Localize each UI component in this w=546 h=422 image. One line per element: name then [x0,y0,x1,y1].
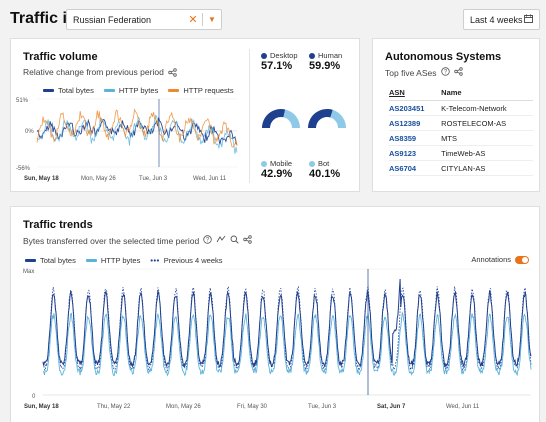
series-line-http-bytes [42,311,532,377]
asn-link[interactable]: AS8359 [389,130,442,146]
stat-human: Human 59.9% [309,51,343,72]
asn-subtitle: Top five ASes [385,67,437,78]
traffic-volume-card: Traffic volume Relative change from prev… [10,38,360,192]
annotations-toggle[interactable]: Annotations [471,255,529,264]
traffic-trends-subtitle-row: Bytes transferred over the selected time… [23,235,252,246]
traffic-volume-chart[interactable]: 51% 0% -56% Sun, May 18 Mon, May 26 Tue,… [11,95,243,193]
donut-slice-secondary [330,109,346,128]
share-icon[interactable] [168,67,177,77]
autonomous-systems-card: Autonomous Systems Top five ASes ? ASN N… [372,38,540,192]
stat-mobile-value: 42.9% [261,168,293,180]
x-tick-label: Sun, May 18 [24,176,59,182]
x-tick-label: Mon, May 26 [166,404,201,410]
table-row: AS203451 K-Telecom-Network [389,100,533,116]
x-tick-label: Tue, Jun 3 [139,176,168,182]
desktop-mobile-donut [262,109,300,128]
compare-icon[interactable] [216,235,226,246]
series-line-total-bytes [42,278,532,369]
legend-item-total-bytes[interactable]: Total bytes [43,86,94,95]
donut-slice-primary [308,109,333,128]
calendar-icon [524,14,533,25]
asn-link[interactable]: AS203451 [389,100,442,116]
legend-item-http-bytes[interactable]: HTTP bytes [103,86,158,95]
stat-desktop-value: 57.1% [261,60,293,72]
asn-column-header[interactable]: ASN [389,86,442,101]
traffic-trends-subtitle: Bytes transferred over the selected time… [23,235,200,246]
country-select[interactable]: Russian Federation ✕ ▼ [66,9,222,30]
asn-link[interactable]: AS9123 [389,145,442,161]
country-select-value: Russian Federation [73,14,152,25]
x-tick-label: Tue, Jun 3 [308,404,337,410]
select-divider [202,13,203,26]
x-tick-label: Wed, Jun 11 [446,404,480,410]
x-tick-label: Sun, May 18 [24,404,59,410]
stat-bot: Bot 40.1% [309,159,341,180]
asn-title: Autonomous Systems [385,51,502,63]
table-row: AS12389 ROSTELECOM-AS [389,115,533,131]
series-line-http-bytes [36,114,238,154]
y-tick-label: 0% [25,129,34,135]
table-row: AS9123 TimeWeb-AS [389,145,533,161]
y-tick-label: -56% [16,166,31,172]
traffic-volume-subtitle: Relative change from previous period [23,67,164,77]
help-icon[interactable]: ? [203,235,212,246]
annotations-switch[interactable] [515,255,529,264]
x-tick-label: Wed, Jun 11 [193,176,227,182]
zoom-icon[interactable] [230,235,239,246]
legend-item-http-bytes[interactable]: HTTP bytes [85,256,140,265]
svg-text:?: ? [206,238,210,244]
stat-mobile: Mobile 42.9% [261,159,293,180]
stat-desktop: Desktop 57.1% [261,51,298,72]
annotations-label: Annotations [471,255,511,264]
y-tick-label: 0 [32,394,36,400]
asn-table: ASN Name AS203451 K-Telecom-Network AS123… [389,86,533,176]
x-tick-label: Fri, May 30 [237,404,268,410]
x-tick-label: Sat, Jun 7 [377,404,406,410]
y-tick-label: Max [23,269,34,275]
asn-name: CITYLAN-AS [441,160,533,176]
page-title: Traffic in [10,10,77,27]
asn-link[interactable]: AS12389 [389,115,442,131]
share-icon[interactable] [453,67,463,78]
asn-name: TimeWeb-AS [441,145,533,161]
x-tick-label: Mon, May 26 [81,176,116,182]
traffic-trends-chart[interactable]: Max 0 Sun, May 18 Thu, May 22 Mon, May 2… [11,265,541,419]
name-column-header[interactable]: Name [441,86,533,101]
stat-bot-value: 40.1% [309,168,341,180]
svg-text:?: ? [443,70,447,76]
traffic-volume-legend: Total bytes HTTP bytes HTTP requests [43,86,234,95]
donut-slice-primary [262,109,286,128]
legend-item-http-requests[interactable]: HTTP requests [168,86,234,95]
date-range-value: Last 4 weeks [470,14,523,25]
clear-icon[interactable]: ✕ [188,14,198,26]
asn-name: ROSTELECOM-AS [441,115,533,131]
series-line-http-requests [36,108,238,148]
stats-divider [249,49,250,183]
traffic-trends-card: Traffic trends Bytes transferred over th… [10,206,540,422]
x-tick-label: Thu, May 22 [97,404,131,410]
date-range-select[interactable]: Last 4 weeks [463,9,540,30]
traffic-volume-subtitle-row: Relative change from previous period [23,67,177,77]
traffic-trends-title: Traffic trends [23,219,93,231]
help-icon[interactable]: ? [440,67,450,78]
stat-human-value: 59.9% [309,60,341,72]
asn-name: K-Telecom-Network [441,100,533,116]
table-row: AS6704 CITYLAN-AS [389,160,533,176]
traffic-trends-legend: Total bytes HTTP bytes ••• Previous 4 wee… [25,256,223,265]
asn-link[interactable]: AS6704 [389,160,442,176]
share-icon[interactable] [243,235,252,246]
chevron-down-icon[interactable]: ▼ [208,15,216,24]
asn-subtitle-row: Top five ASes ? [385,67,463,78]
human-bot-donut [308,109,346,128]
legend-item-previous-period[interactable]: ••• Previous 4 weeks [150,256,223,265]
table-row: AS8359 MTS [389,130,533,146]
legend-item-total-bytes[interactable]: Total bytes [25,256,76,265]
donut-slice-secondary [283,109,300,128]
traffic-volume-title: Traffic volume [23,51,98,63]
y-tick-label: 51% [16,98,29,104]
asn-name: MTS [441,130,533,146]
